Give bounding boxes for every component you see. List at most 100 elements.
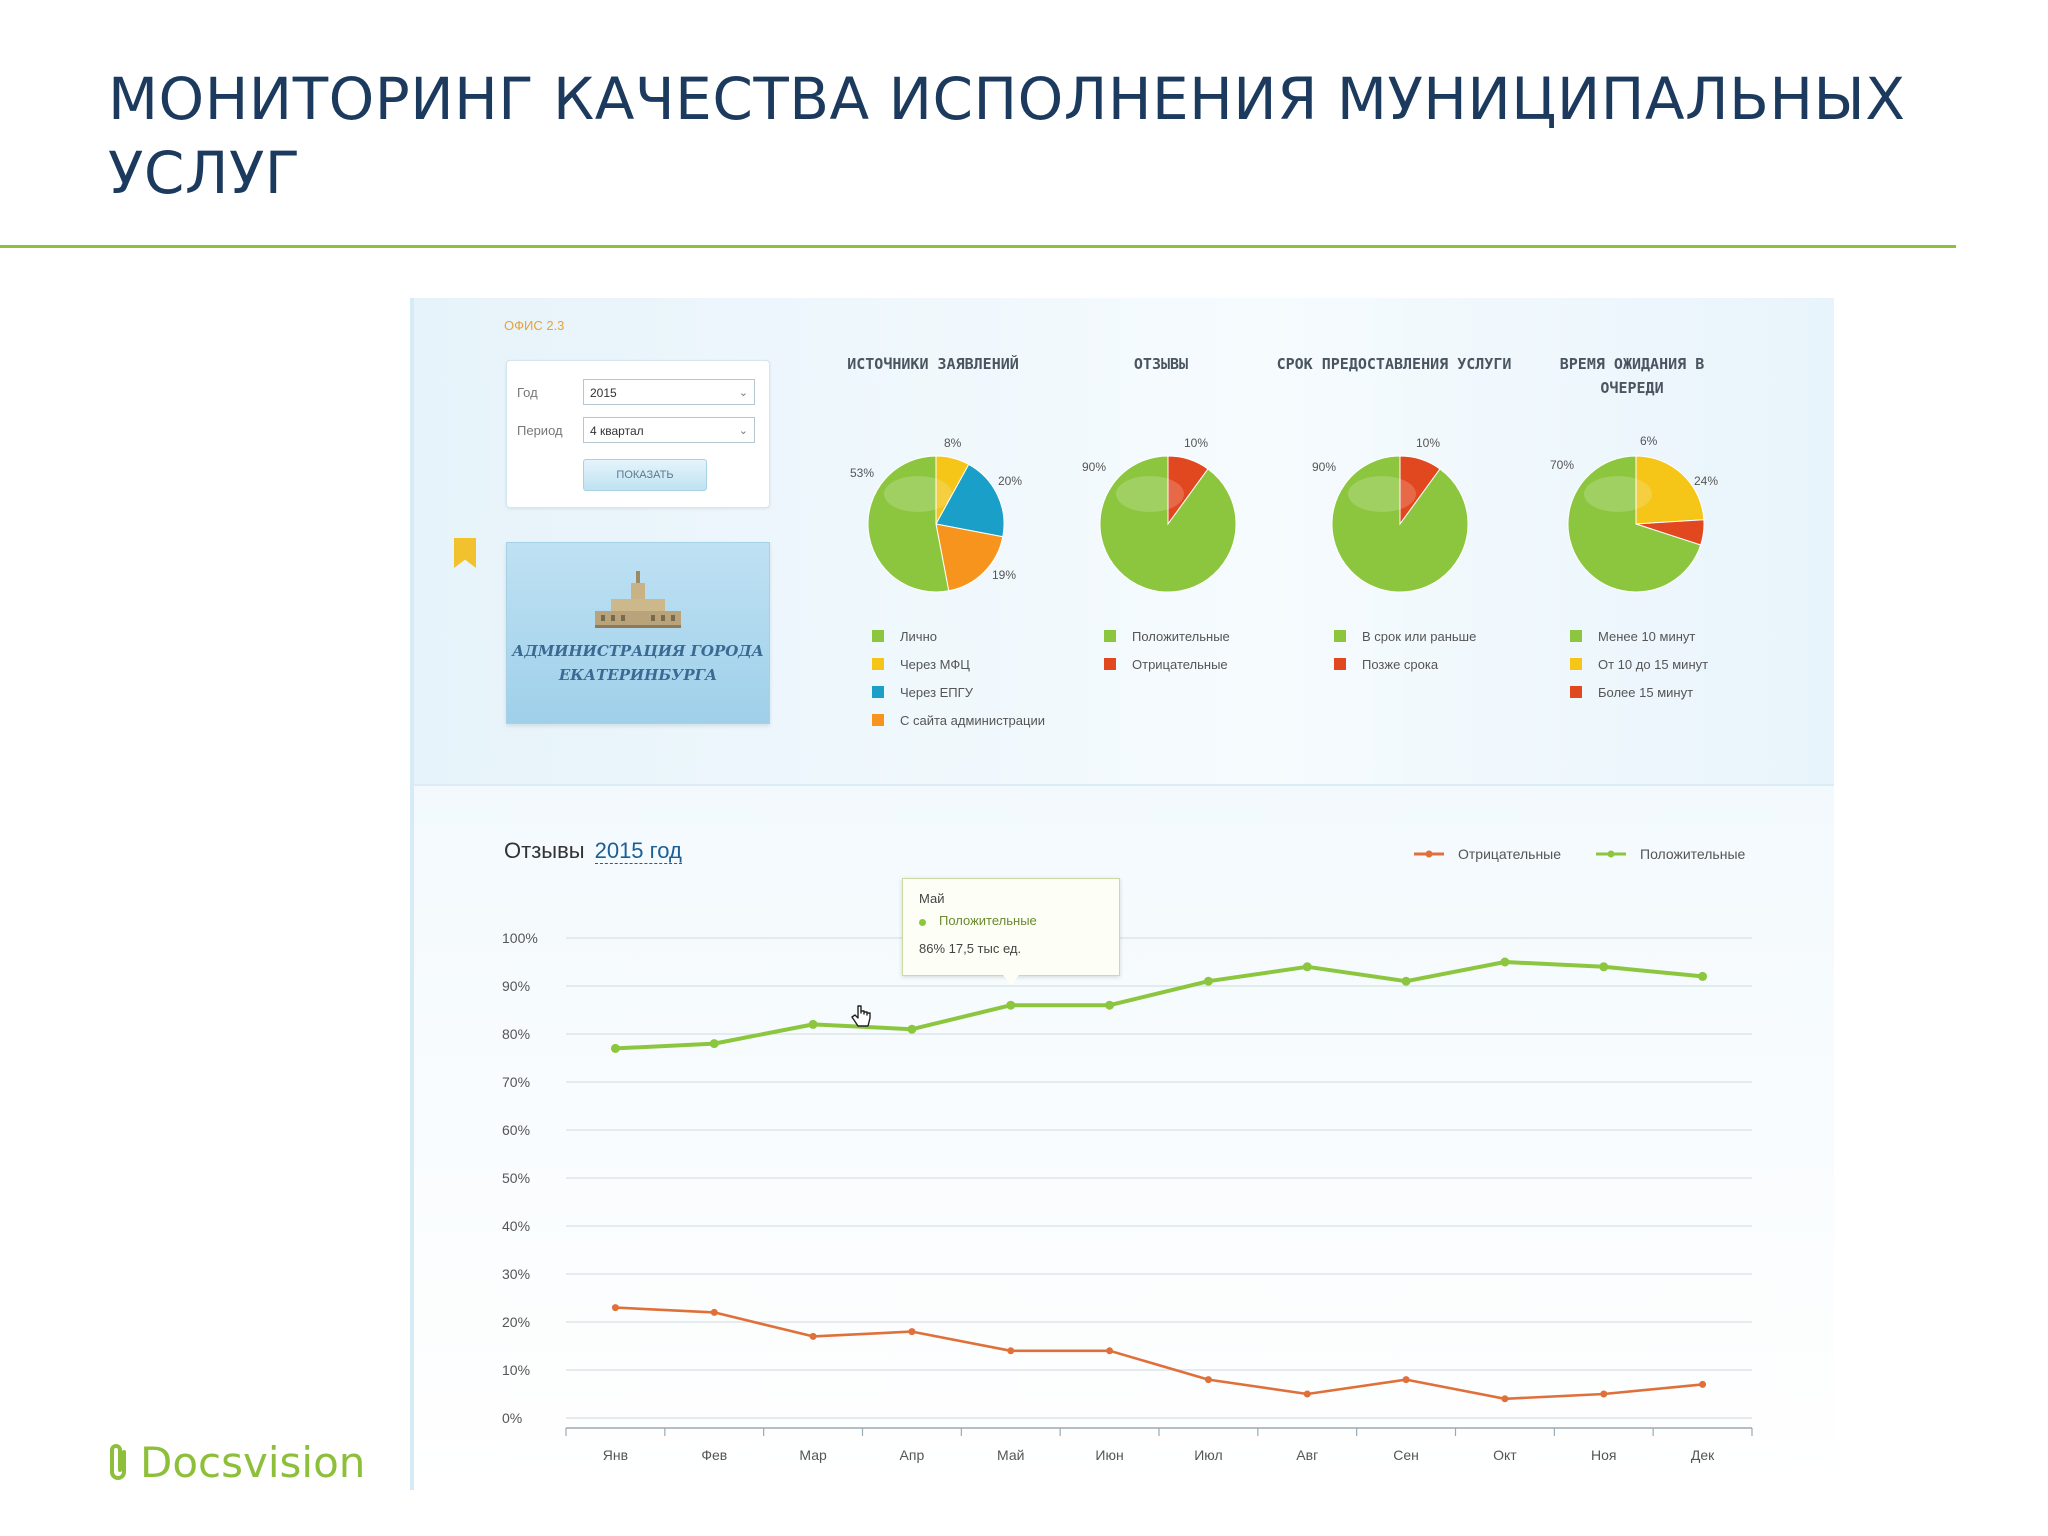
x-tick-label: Янв (603, 1447, 628, 1463)
pie-chart-sources (867, 455, 1005, 593)
data-point[interactable] (1105, 1000, 1115, 1010)
legend-item: Отрицательные (1104, 650, 1230, 678)
pie-title-sources: ИСТОЧНИКИ ЗАЯВЛЕНИЙ (847, 355, 1019, 373)
data-point[interactable] (1302, 962, 1312, 972)
legend-swatch (1104, 658, 1116, 670)
x-tick-label: Апр (900, 1447, 925, 1463)
legend-label: Отрицательные (1132, 656, 1228, 672)
legend-queue: Менее 10 минут От 10 до 15 минут Более 1… (1570, 622, 1708, 706)
data-point[interactable] (908, 1328, 916, 1336)
year-link[interactable]: 2015 год (594, 838, 682, 864)
data-point[interactable] (907, 1024, 917, 1034)
pie-slice[interactable] (1567, 455, 1702, 593)
data-point[interactable] (610, 1043, 620, 1053)
legend-item: Через ЕПГУ (872, 678, 1045, 706)
legend-item-negative[interactable]: Отрицательные (1414, 846, 1561, 862)
pie-chart-reviews (1099, 455, 1237, 593)
y-tick-label: 70% (502, 1074, 530, 1090)
legend-item: С сайта администрации (872, 706, 1045, 734)
data-point[interactable] (1599, 962, 1609, 972)
legend-sources: Лично Через МФЦ Через ЕПГУ С сайта админ… (872, 622, 1045, 734)
legend-item: Более 15 минут (1570, 678, 1708, 706)
building-icon (595, 571, 681, 628)
data-point[interactable] (1698, 971, 1708, 981)
data-point[interactable] (1500, 957, 1510, 967)
year-select[interactable]: 2015 ⌄ (583, 379, 755, 405)
bookmark-icon[interactable] (454, 538, 476, 568)
y-tick-label: 90% (502, 978, 530, 994)
legend-label: Более 15 минут (1598, 684, 1694, 700)
period-select-value: 4 квартал (590, 424, 644, 438)
chevron-down-icon: ⌄ (738, 425, 748, 437)
series-line[interactable] (615, 1306, 1703, 1401)
legend-item-positive[interactable]: Положительные (1596, 846, 1745, 862)
x-tick-label: Июн (1095, 1447, 1123, 1463)
pie-chart-deadline (1331, 455, 1469, 593)
pie-slice[interactable] (935, 463, 1005, 538)
legend-label: Через МФЦ (900, 656, 970, 672)
data-point[interactable] (1203, 976, 1213, 986)
legend-item: Менее 10 минут (1570, 622, 1708, 650)
y-tick-label: 30% (502, 1266, 530, 1282)
data-point[interactable] (1106, 1347, 1114, 1355)
y-tick-label: 60% (502, 1122, 530, 1138)
title-divider (0, 245, 1956, 248)
period-select[interactable]: 4 квартал ⌄ (583, 417, 755, 443)
legend-item: Лично (872, 622, 1045, 650)
data-point[interactable] (710, 1308, 718, 1316)
data-point[interactable] (1007, 1347, 1015, 1355)
pie-slice[interactable] (867, 455, 950, 593)
pie-sources-pct-0: 53% (850, 466, 875, 480)
brand-logo: Docsvision (104, 1432, 365, 1492)
admin-card-line1: АДМИНИСТРАЦИЯ ГОРОДА (512, 642, 764, 660)
data-point[interactable] (709, 1039, 719, 1049)
pie-reviews-pct-1: 10% (1184, 436, 1209, 450)
x-tick-label: Авг (1296, 1447, 1318, 1463)
data-point[interactable] (1600, 1390, 1608, 1398)
data-point[interactable] (611, 1304, 619, 1312)
legend-deadline: В срок или раньше Позже срока (1334, 622, 1476, 678)
pie-slice[interactable] (1635, 455, 1705, 525)
legend-label-positive: Положительные (1640, 846, 1746, 862)
line-chart-heading: Отзывы 2015 год (504, 838, 682, 864)
pie-sources-pct-2: 20% (998, 474, 1023, 488)
admin-card[interactable]: АДМИНИСТРАЦИЯ ГОРОДА ЕКАТЕРИНБУРГА (506, 542, 770, 724)
line-marker-icon (1596, 850, 1626, 858)
pie-title-queue: ВРЕМЯ ОЖИДАНИЯ В ОЧЕРЕДИ (1559, 355, 1705, 397)
data-point[interactable] (1501, 1395, 1509, 1403)
paperclip-icon (110, 1444, 126, 1480)
pie-slice[interactable] (935, 523, 1004, 592)
pie-slice[interactable] (1099, 455, 1237, 593)
tooltip-series-dot (919, 919, 926, 926)
pie-title-deadline: СРОК ПРЕДОСТАВЛЕНИЯ УСЛУГИ (1276, 355, 1512, 373)
legend-item: Через МФЦ (872, 650, 1045, 678)
x-tick-label: Мар (799, 1447, 827, 1463)
legend-label: Позже срока (1362, 656, 1439, 672)
pie-queue-pct-2: 6% (1640, 434, 1658, 448)
legend-swatch (872, 686, 884, 698)
breadcrumb[interactable]: ОФИС 2.3 (504, 318, 565, 333)
pie-highlight (884, 476, 952, 512)
data-point[interactable] (808, 1019, 818, 1029)
data-point[interactable] (1303, 1390, 1311, 1398)
y-tick-label: 40% (502, 1218, 530, 1234)
legend-swatch (1570, 658, 1582, 670)
data-point[interactable] (1401, 976, 1411, 986)
series-line[interactable] (615, 960, 1703, 1051)
filter-panel: Год 2015 ⌄ Период 4 квартал ⌄ ПОКАЗАТЬ (506, 360, 770, 508)
legend-label: От 10 до 15 минут (1598, 656, 1709, 672)
x-tick-label: Фев (701, 1447, 727, 1463)
pie-slice[interactable] (1331, 455, 1469, 593)
show-button[interactable]: ПОКАЗАТЬ (583, 459, 707, 491)
legend-swatch (1334, 658, 1346, 670)
y-tick-label: 100% (502, 930, 538, 946)
pie-highlight (1348, 476, 1416, 512)
dashboard-screenshot: ОФИС 2.3 Год 2015 ⌄ Период 4 квартал ⌄ П… (410, 298, 1834, 1490)
data-point[interactable] (1006, 1000, 1016, 1010)
pie-deadline-pct-0: 90% (1312, 460, 1337, 474)
data-point[interactable] (1699, 1380, 1707, 1388)
data-point[interactable] (1204, 1376, 1212, 1384)
data-point[interactable] (809, 1332, 817, 1340)
data-point[interactable] (1402, 1376, 1410, 1384)
y-tick-label: 80% (502, 1026, 530, 1042)
